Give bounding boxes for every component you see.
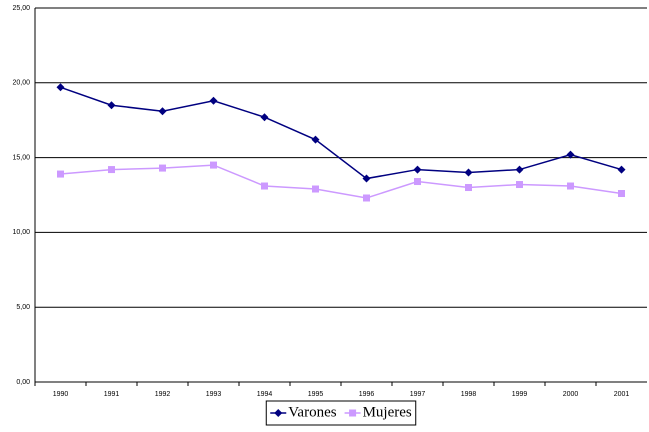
legend-box xyxy=(265,400,417,426)
y-tick-label: 10,00 xyxy=(12,229,30,236)
series-line xyxy=(60,164,622,199)
y-tick-label: 15,00 xyxy=(12,154,30,161)
marker xyxy=(159,164,166,172)
marker xyxy=(617,165,626,174)
marker xyxy=(567,182,574,190)
x-tick-label: 2000 xyxy=(563,391,579,398)
marker xyxy=(465,184,472,192)
legend-label: Mujeres xyxy=(363,404,412,420)
marker xyxy=(349,409,357,417)
x-tick-label: 1990 xyxy=(53,391,69,398)
x-tick-label: 1993 xyxy=(206,391,222,398)
marker xyxy=(158,107,167,116)
legend-item: Mujeres xyxy=(344,404,412,420)
y-tick-label: 5,00 xyxy=(16,304,30,311)
marker xyxy=(413,165,422,174)
marker xyxy=(516,181,523,189)
marker xyxy=(363,194,370,202)
legend: Varones Mujeres xyxy=(265,400,417,426)
marker xyxy=(311,135,320,144)
legend-item: Varones xyxy=(270,404,337,420)
marker xyxy=(107,101,116,110)
marker xyxy=(57,170,64,178)
marker xyxy=(260,113,269,122)
marker xyxy=(566,150,575,159)
marker xyxy=(56,83,65,92)
x-tick-label: 1994 xyxy=(257,391,273,398)
x-tick-label: 2001 xyxy=(614,391,630,398)
x-tick-label: 1996 xyxy=(359,391,375,398)
legend-label: Varones xyxy=(288,404,336,420)
series-line xyxy=(60,86,622,180)
marker xyxy=(274,409,283,417)
marker xyxy=(209,96,218,105)
x-tick-label: 1992 xyxy=(155,391,171,398)
marker xyxy=(261,182,268,190)
x-tick-label: 1998 xyxy=(461,391,477,398)
marker xyxy=(362,174,371,183)
x-tick-label: 1999 xyxy=(512,391,528,398)
marker xyxy=(464,168,473,177)
y-tick-label: 0,00 xyxy=(16,379,30,386)
marker xyxy=(515,165,524,174)
marker xyxy=(414,178,421,186)
y-tick-label: 25,00 xyxy=(12,5,30,12)
marker xyxy=(312,185,319,193)
marker xyxy=(210,161,217,169)
marker xyxy=(618,190,625,198)
marker xyxy=(108,166,115,174)
x-tick-label: 1997 xyxy=(410,391,426,398)
x-tick-label: 1995 xyxy=(308,391,324,398)
x-tick-label: 1991 xyxy=(104,391,120,398)
y-tick-label: 20,00 xyxy=(12,80,30,87)
